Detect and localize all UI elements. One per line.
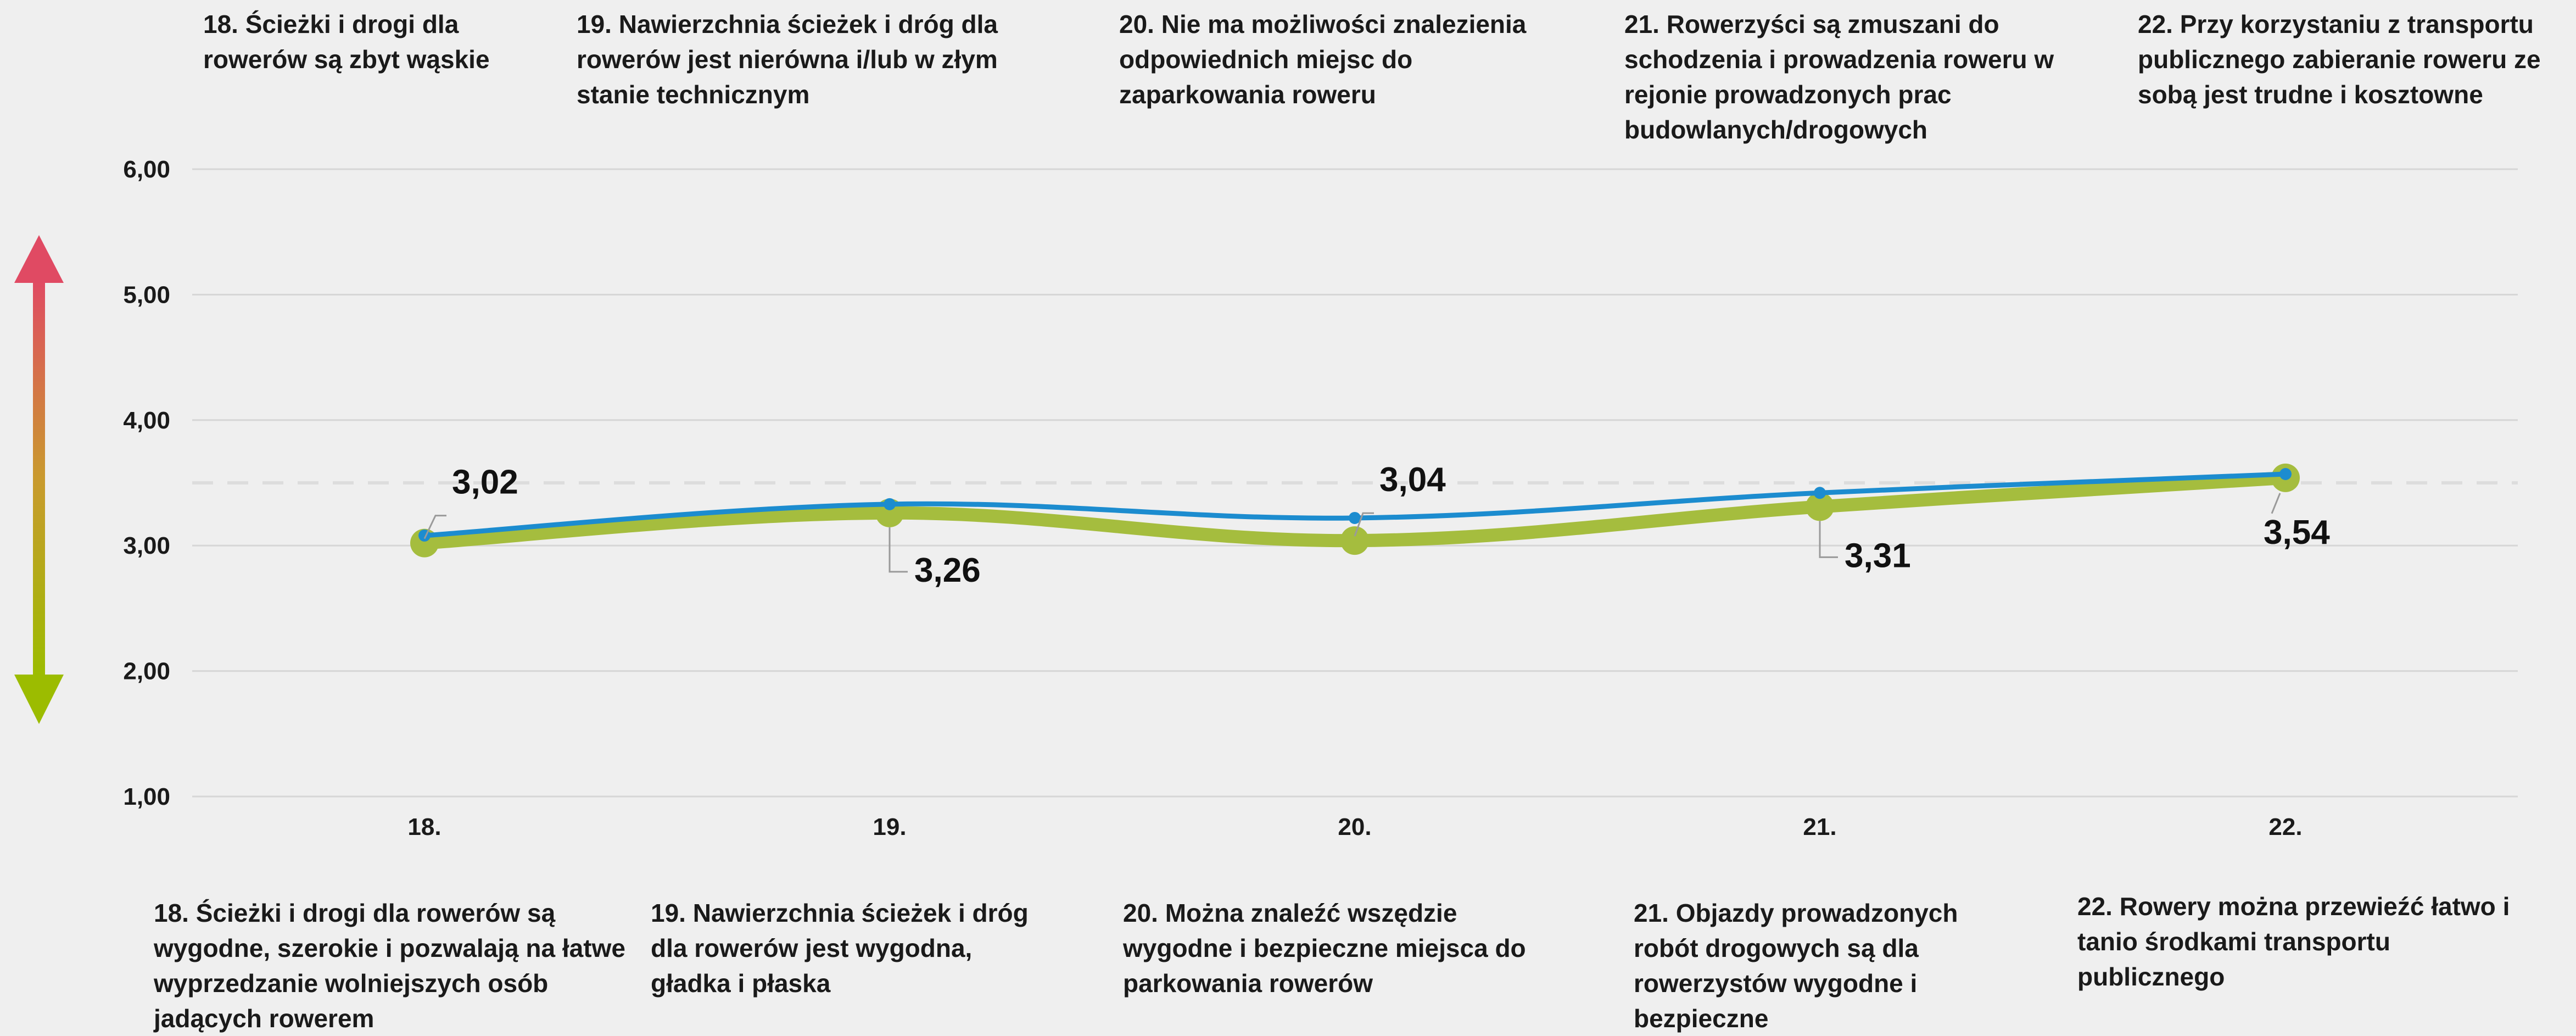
- top-statement-18: 18. Ścieżki i drogi dla rowerów są zbyt …: [203, 10, 490, 74]
- bottom-statement-19: 19. Nawierzchnia ścieżek i dróg dla rowe…: [651, 899, 1029, 998]
- blue-series-point: [884, 498, 896, 510]
- y-tick-label: 6,00: [123, 156, 170, 183]
- top-statement-21: 21. Rowerzyści są zmuszani do schodzenia…: [1624, 10, 2054, 144]
- y-tick-label: 5,00: [123, 281, 170, 308]
- bottom-statement-18: 18. Ścieżki i drogi dla rowerów są wygod…: [154, 899, 625, 1033]
- data-label-leader: [1354, 512, 1374, 537]
- data-label: 3,04: [1379, 461, 1446, 499]
- data-label-leader: [2271, 493, 2281, 514]
- x-tick-label: 20.: [1338, 814, 1371, 840]
- bottom-statement-22: 22. Rowery można przewieźć łatwo i tanio…: [2077, 892, 2510, 991]
- bottom-statement-20: 20. Można znaleźć wszędzie wygodne i bez…: [1123, 899, 1526, 998]
- double-headed-vertical-arrow-icon: [14, 235, 64, 724]
- data-label-leader: [889, 527, 908, 573]
- data-label: 3,54: [2264, 514, 2330, 552]
- blue-series-point: [2279, 468, 2292, 481]
- data-label: 3,26: [914, 552, 981, 589]
- top-statement-20: 20. Nie ma możliwości znalezienia odpowi…: [1119, 10, 1527, 109]
- y-tick-label: 3,00: [123, 532, 170, 559]
- y-tick-label: 1,00: [123, 783, 170, 810]
- data-label-leader: [423, 515, 446, 539]
- data-label: 3,31: [1845, 537, 1911, 575]
- top-statement-19: 19. Nawierzchnia ścieżek i dróg dla rowe…: [577, 10, 998, 109]
- bottom-statement-21: 21. Objazdy prowadzonych robót drogowych…: [1634, 899, 1958, 1033]
- green-series-point: [1806, 492, 1834, 521]
- blue-series-point: [1349, 511, 1361, 524]
- x-tick-label: 22.: [2268, 814, 2302, 840]
- data-label: 3,02: [452, 464, 518, 502]
- green-series-point: [1340, 526, 1369, 555]
- y-tick-label: 2,00: [123, 658, 170, 685]
- x-tick-label: 18.: [407, 814, 441, 840]
- data-label-leader: [1819, 521, 1838, 558]
- y-tick-label: 4,00: [123, 407, 170, 434]
- x-tick-label: 21.: [1803, 814, 1836, 840]
- top-statement-22: 22. Przy korzystaniu z transportu public…: [2138, 10, 2541, 109]
- blue-series-point: [1814, 487, 1826, 499]
- x-tick-label: 19.: [873, 814, 906, 840]
